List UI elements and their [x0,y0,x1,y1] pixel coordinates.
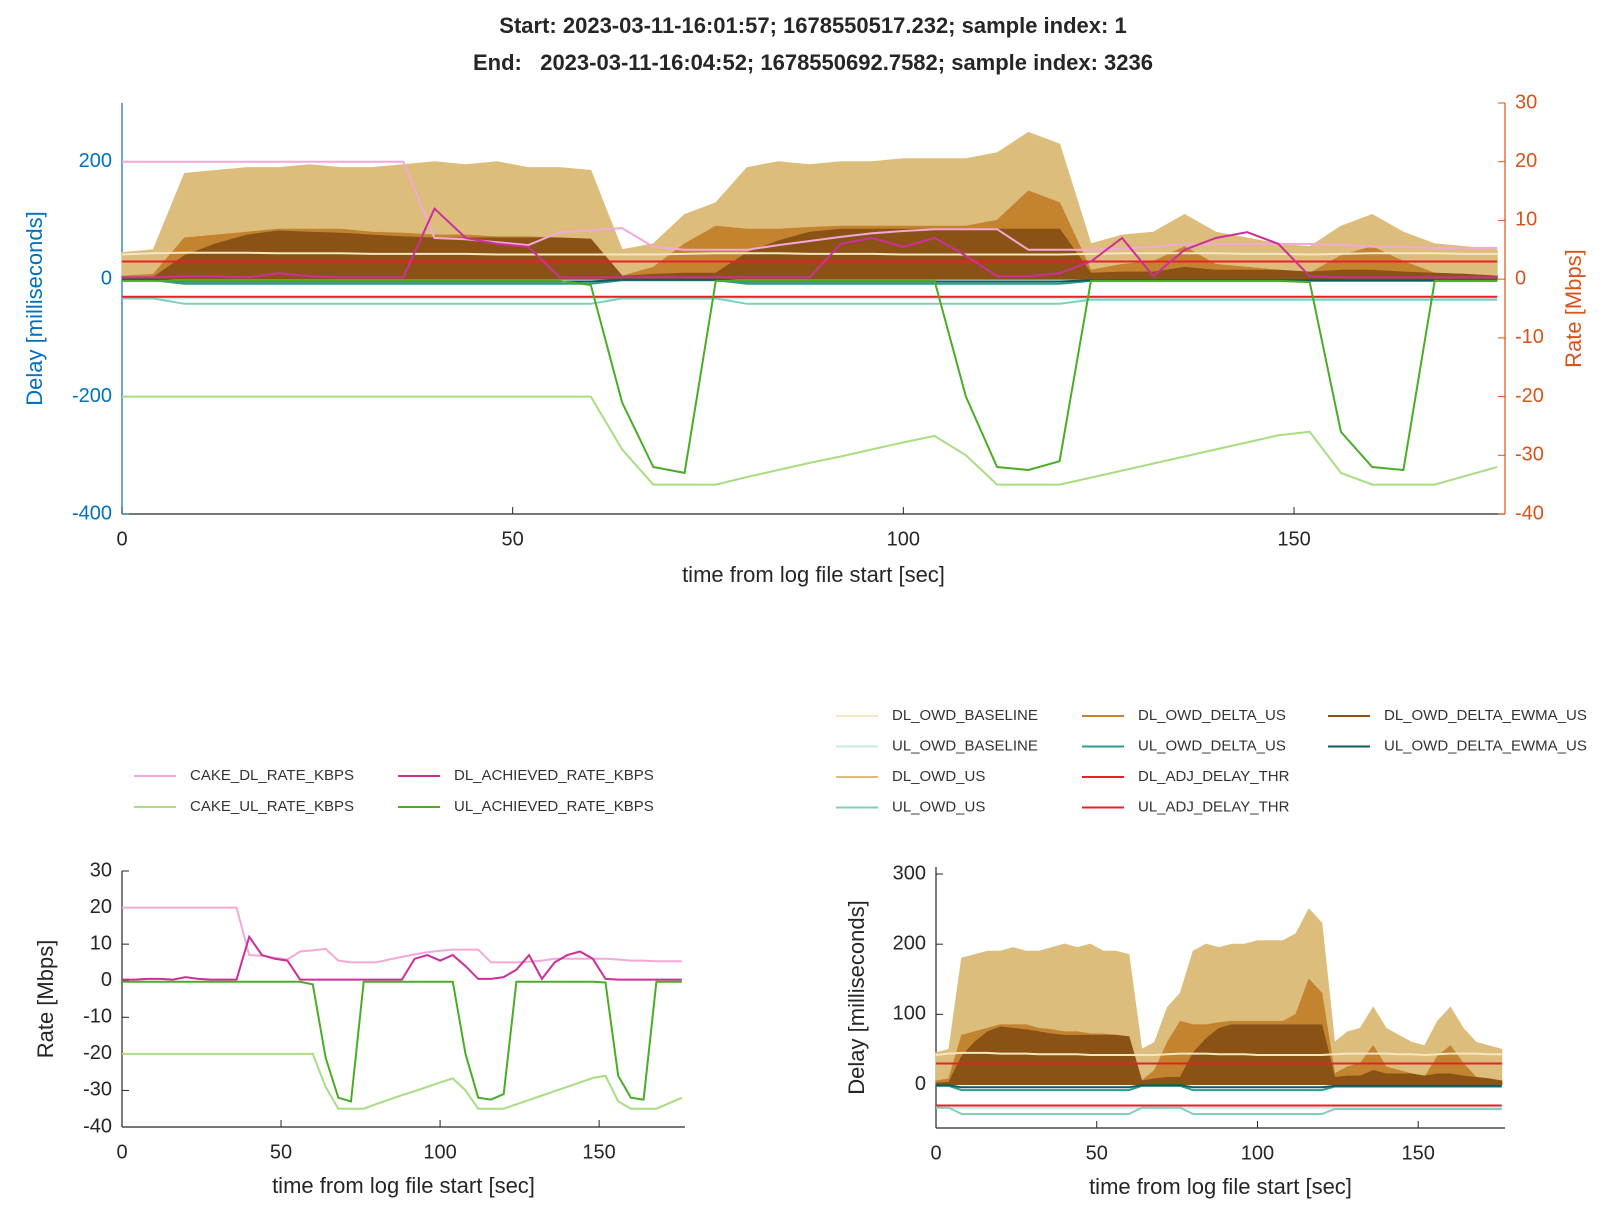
legend-label: UL_OWD_DELTA_EWMA_US [1384,737,1587,754]
y2-tick-label: 10 [1515,209,1537,231]
y-tick-label: 0 [101,969,112,991]
legend-label: UL_OWD_BASELINE [892,737,1038,754]
y-axis-label: Delay [milliseconds] [22,211,47,405]
legend-label: DL_OWD_BASELINE [892,707,1038,724]
y-axis-label: Delay [milliseconds] [844,900,869,1094]
y2-tick-label: -40 [1515,502,1544,524]
legend-label: DL_OWD_DELTA_EWMA_US [1384,707,1587,724]
y-tick-label: -30 [83,1079,112,1101]
y-tick-label: -400 [72,502,112,524]
x-axis-label: time from log file start [sec] [1089,1174,1352,1199]
legend-label: UL_ADJ_DELAY_THR [1138,798,1290,815]
line [121,251,1498,256]
line [122,297,1498,305]
x-tick-label: 100 [423,1141,456,1163]
y2-tick-label: -30 [1515,444,1544,466]
x-tick-label: 50 [502,528,524,550]
y2-axis-label: Rate [Mbps] [1561,249,1586,368]
y-tick-label: 0 [101,267,112,289]
line [122,934,682,981]
x-tick-label: 50 [1086,1142,1108,1164]
line [122,1052,683,1110]
y-tick-label: 200 [79,150,112,172]
legend-label: UL_ACHIEVED_RATE_KBPS [454,798,654,815]
legend-label: DL_OWD_DELTA_US [1138,707,1286,724]
x-axis-label: time from log file start [sec] [682,562,945,587]
x-axis-label: time from log file start [sec] [272,1173,535,1198]
legend-label: DL_OWD_US [892,768,985,785]
x-tick-label: 0 [116,528,127,550]
y-tick-label: 100 [893,1003,926,1025]
x-tick-label: 100 [1241,1142,1274,1164]
legend-label: DL_ACHIEVED_RATE_KBPS [454,767,654,784]
y-tick-label: 200 [893,932,926,954]
legend-label: UL_OWD_US [892,798,985,815]
y-tick-label: 300 [893,862,926,884]
x-tick-label: 150 [1277,528,1310,550]
y-tick-label: -10 [83,1006,112,1028]
x-tick-label: 50 [270,1141,292,1163]
y2-tick-label: 0 [1515,267,1526,289]
legend-label: CAKE_DL_RATE_KBPS [190,767,354,784]
x-tick-label: 100 [887,528,920,550]
line [936,1106,1502,1115]
y-tick-label: 0 [915,1073,926,1095]
legend-label: DL_ADJ_DELAY_THR [1138,768,1290,785]
y-tick-label: 10 [90,932,112,954]
line [122,207,1498,279]
line [122,906,682,964]
line [936,1084,1502,1089]
x-tick-label: 0 [116,1141,127,1163]
y-tick-label: -20 [83,1042,112,1064]
chart-subtitle: End: 2023-03-11-16:04:52; 1678550692.758… [473,50,1153,75]
line [122,160,1498,251]
line [122,279,1498,475]
y-tick-label: -40 [83,1115,112,1137]
legend-label: UL_OWD_DELTA_US [1138,737,1286,754]
x-tick-label: 150 [1402,1142,1435,1164]
y2-tick-label: 30 [1515,91,1537,113]
line [122,980,682,1103]
y-tick-label: 20 [90,896,112,918]
legend-label: CAKE_UL_RATE_KBPS [190,798,354,815]
x-tick-label: 150 [582,1141,615,1163]
line [935,1051,1502,1057]
y2-tick-label: -10 [1515,326,1544,348]
x-tick-label: 0 [930,1142,941,1164]
y-axis-label: Rate [Mbps] [33,940,58,1059]
line [122,395,1498,486]
y-tick-label: 30 [90,859,112,881]
chart-title: Start: 2023-03-11-16:01:57; 1678550517.2… [499,13,1126,38]
y2-tick-label: 20 [1515,150,1537,172]
y2-tick-label: -20 [1515,385,1544,407]
y-tick-label: -200 [72,385,112,407]
